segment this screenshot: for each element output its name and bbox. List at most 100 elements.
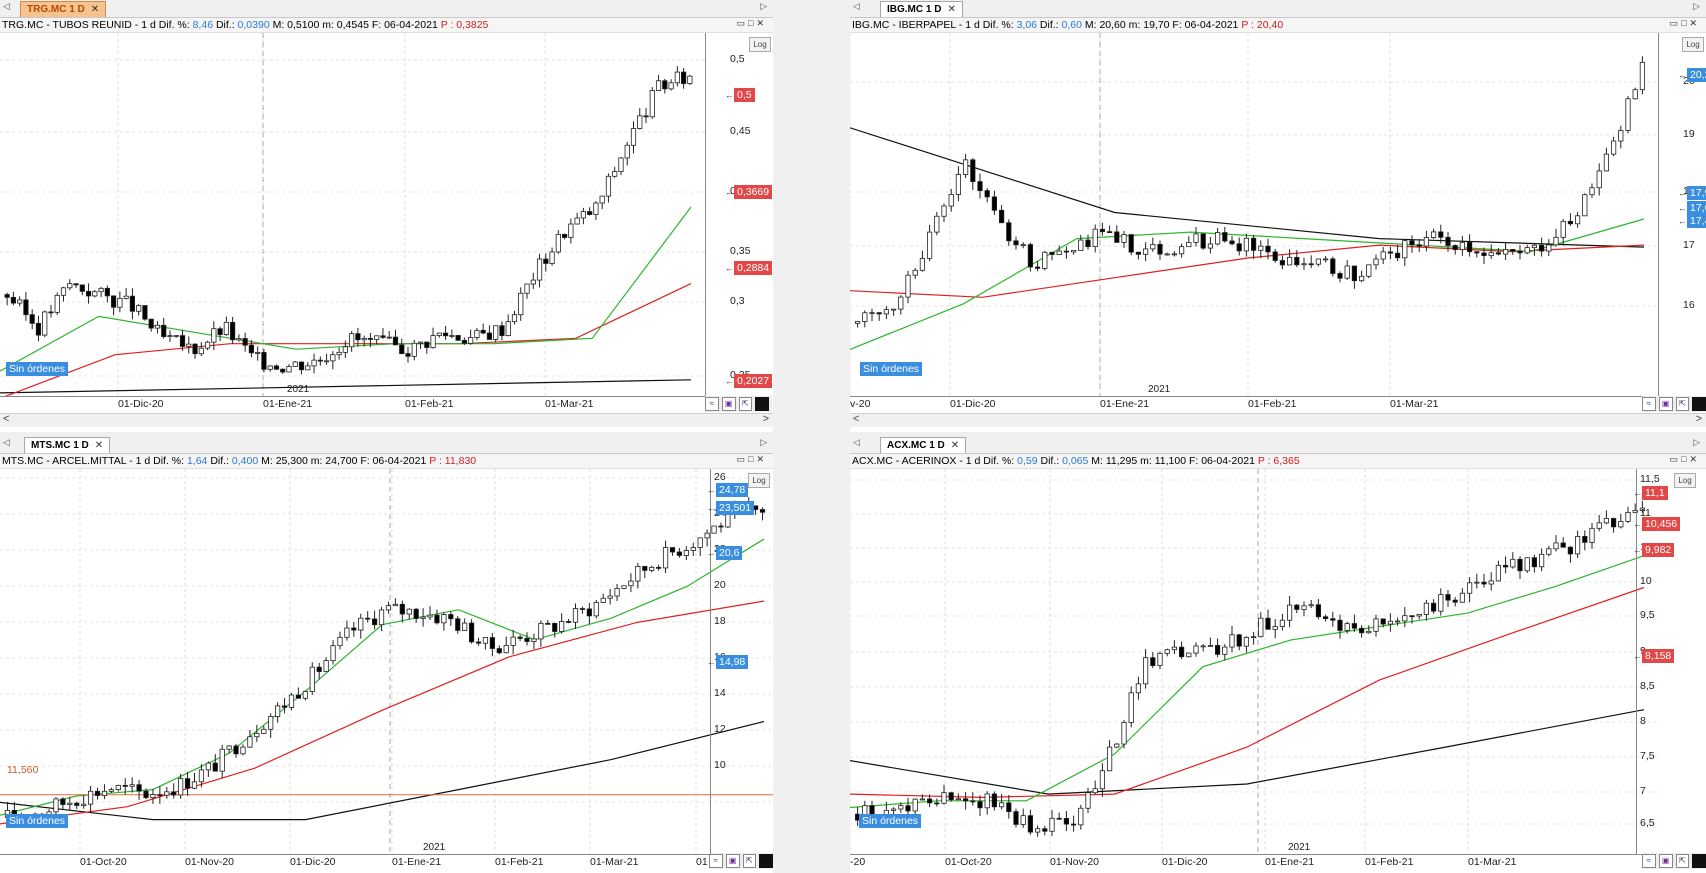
- candlestick: [1431, 228, 1437, 239]
- candlestick: [1459, 588, 1466, 603]
- price-chart-area[interactable]: [0, 33, 705, 396]
- tab-scroll-right-icon[interactable]: ▷: [1693, 437, 1700, 447]
- candlestick: [898, 802, 904, 813]
- window-controls[interactable]: ▭□✕: [1669, 454, 1700, 464]
- save-icon[interactable]: ▣: [1658, 854, 1673, 868]
- tab-scroll-right-icon[interactable]: ▷: [760, 437, 767, 447]
- candlestick: [1258, 612, 1264, 638]
- date-axis[interactable]: v-20 01-Dic-20 01-Ene-21 01-Feb-21 01-Mar-21: [850, 396, 1658, 413]
- candlestick: [48, 304, 54, 318]
- orders-badge[interactable]: Sin órdenes: [6, 814, 69, 828]
- horizontal-scrollbar[interactable]: < >: [0, 413, 773, 427]
- candlestick: [1193, 642, 1199, 657]
- price-tag-label: 20,2: [1678, 68, 1706, 82]
- mid-moving-average-line: [0, 600, 765, 825]
- tab-scroll-right-icon[interactable]: ▷: [760, 1, 767, 11]
- price-tag-label: 23,501: [707, 501, 755, 515]
- detach-icon[interactable]: ⇱: [738, 397, 753, 411]
- candlestick: [496, 645, 502, 655]
- candlestick: [486, 325, 493, 340]
- orders-badge[interactable]: Sin órdenes: [860, 362, 923, 376]
- candlestick: [230, 316, 236, 344]
- year-label: 2021: [1148, 384, 1171, 395]
- close-icon[interactable]: ✕: [90, 4, 100, 15]
- candlestick: [1344, 621, 1350, 634]
- candlestick: [1452, 597, 1458, 607]
- price-axis[interactable]: 0,50,450,40,350,30,250,50,36690,28840,20…: [705, 33, 773, 396]
- close-icon[interactable]: ✕: [94, 440, 104, 451]
- candlestick: [1063, 810, 1069, 831]
- price-chart-area[interactable]: [850, 33, 1658, 396]
- tab-scroll-left-icon[interactable]: ◁: [853, 1, 860, 11]
- candlestick: [1150, 652, 1156, 669]
- tab-mts[interactable]: MTS.MC 1 D ✕: [24, 437, 111, 453]
- candlestick: [468, 329, 474, 345]
- tab-trg[interactable]: TRG.MC 1 D ✕: [20, 1, 107, 17]
- candlestick: [217, 326, 223, 342]
- date-axis[interactable]: 01-Oct-20 01-Nov-20 01-Dic-20 01-Ene-21 01-F…: [0, 854, 773, 871]
- wave-icon[interactable]: ≈: [1642, 397, 1656, 411]
- scroll-right-icon[interactable]: >: [1695, 413, 1702, 425]
- orders-badge[interactable]: Sin órdenes: [6, 362, 69, 376]
- candlestick: [240, 744, 246, 756]
- wave-icon[interactable]: ≈: [705, 397, 719, 411]
- price-tag-label: 0,2027: [725, 374, 773, 388]
- theme-icon[interactable]: [1692, 397, 1706, 411]
- tab-scroll-left-icon[interactable]: ◁: [3, 437, 10, 447]
- window-controls[interactable]: ▭□✕: [736, 18, 767, 28]
- date-axis[interactable]: 01-Dic-20 01-Ene-21 01-Feb-21 01-Mar-21: [0, 396, 705, 413]
- scroll-right-icon[interactable]: >: [762, 413, 769, 425]
- date-tick-label: v-20: [850, 398, 871, 410]
- candlestick: [380, 328, 386, 340]
- orders-badge[interactable]: Sin órdenes: [859, 814, 922, 828]
- candlestick: [1366, 625, 1372, 634]
- candlestick: [955, 166, 961, 202]
- horizontal-scrollbar[interactable]: < >: [850, 413, 1706, 427]
- theme-icon[interactable]: [1692, 854, 1706, 868]
- candlestick: [1467, 234, 1473, 257]
- detach-icon[interactable]: ⇱: [742, 854, 757, 868]
- price-tick-label: 10: [1640, 575, 1652, 587]
- log-scale-button[interactable]: Log: [1682, 37, 1704, 52]
- candlestick: [448, 611, 454, 626]
- close-icon[interactable]: ✕: [947, 4, 956, 15]
- candlestick: [142, 305, 148, 321]
- price-axis[interactable]: 201918171620,217,9417,6217,47: [1658, 33, 1706, 396]
- save-icon[interactable]: ▣: [725, 854, 740, 868]
- wave-icon[interactable]: ≈: [709, 854, 723, 868]
- theme-icon[interactable]: [755, 397, 769, 411]
- save-icon[interactable]: ▣: [721, 397, 736, 411]
- candlestick: [386, 331, 392, 340]
- tab-ibg[interactable]: IBG.MC 1 D ✕: [880, 1, 963, 17]
- candlestick: [580, 207, 586, 225]
- log-scale-button[interactable]: Log: [749, 37, 771, 52]
- tab-scroll-right-icon[interactable]: ▷: [1693, 1, 1700, 11]
- tab-scroll-left-icon[interactable]: ◁: [3, 1, 10, 11]
- log-scale-button[interactable]: Log: [1674, 473, 1696, 488]
- tab-acx[interactable]: ACX.MC 1 D ✕: [880, 437, 967, 453]
- theme-icon[interactable]: [759, 854, 773, 868]
- tab-scroll-left-icon[interactable]: ◁: [853, 437, 860, 447]
- price-chart-area[interactable]: [0, 469, 773, 855]
- window-controls[interactable]: ▭□✕: [1669, 18, 1700, 28]
- candlestick: [461, 337, 467, 346]
- date-axis[interactable]: -20 01-Oct-20 01-Nov-20 01-Dic-20 01-Ene-21 0…: [850, 854, 1658, 871]
- scroll-left-icon[interactable]: <: [853, 413, 860, 425]
- candlestick: [905, 270, 911, 304]
- price-chart-area[interactable]: [850, 469, 1658, 855]
- log-scale-button[interactable]: Log: [748, 473, 770, 488]
- window-controls[interactable]: ▭□✕: [736, 454, 767, 464]
- candlestick: [1150, 237, 1156, 252]
- price-tick-label: 0,35: [730, 245, 751, 257]
- detach-icon[interactable]: ⇱: [1675, 397, 1690, 411]
- detach-icon[interactable]: ⇱: [1675, 854, 1690, 868]
- scroll-left-icon[interactable]: <: [3, 413, 10, 425]
- candlestick: [316, 662, 322, 680]
- close-icon[interactable]: ✕: [950, 440, 960, 451]
- candlestick: [1294, 604, 1300, 614]
- wave-icon[interactable]: ≈: [1642, 854, 1656, 868]
- save-icon[interactable]: ▣: [1658, 397, 1673, 411]
- candlestick: [111, 295, 117, 316]
- candlestick: [129, 288, 136, 320]
- candlestick: [108, 787, 114, 794]
